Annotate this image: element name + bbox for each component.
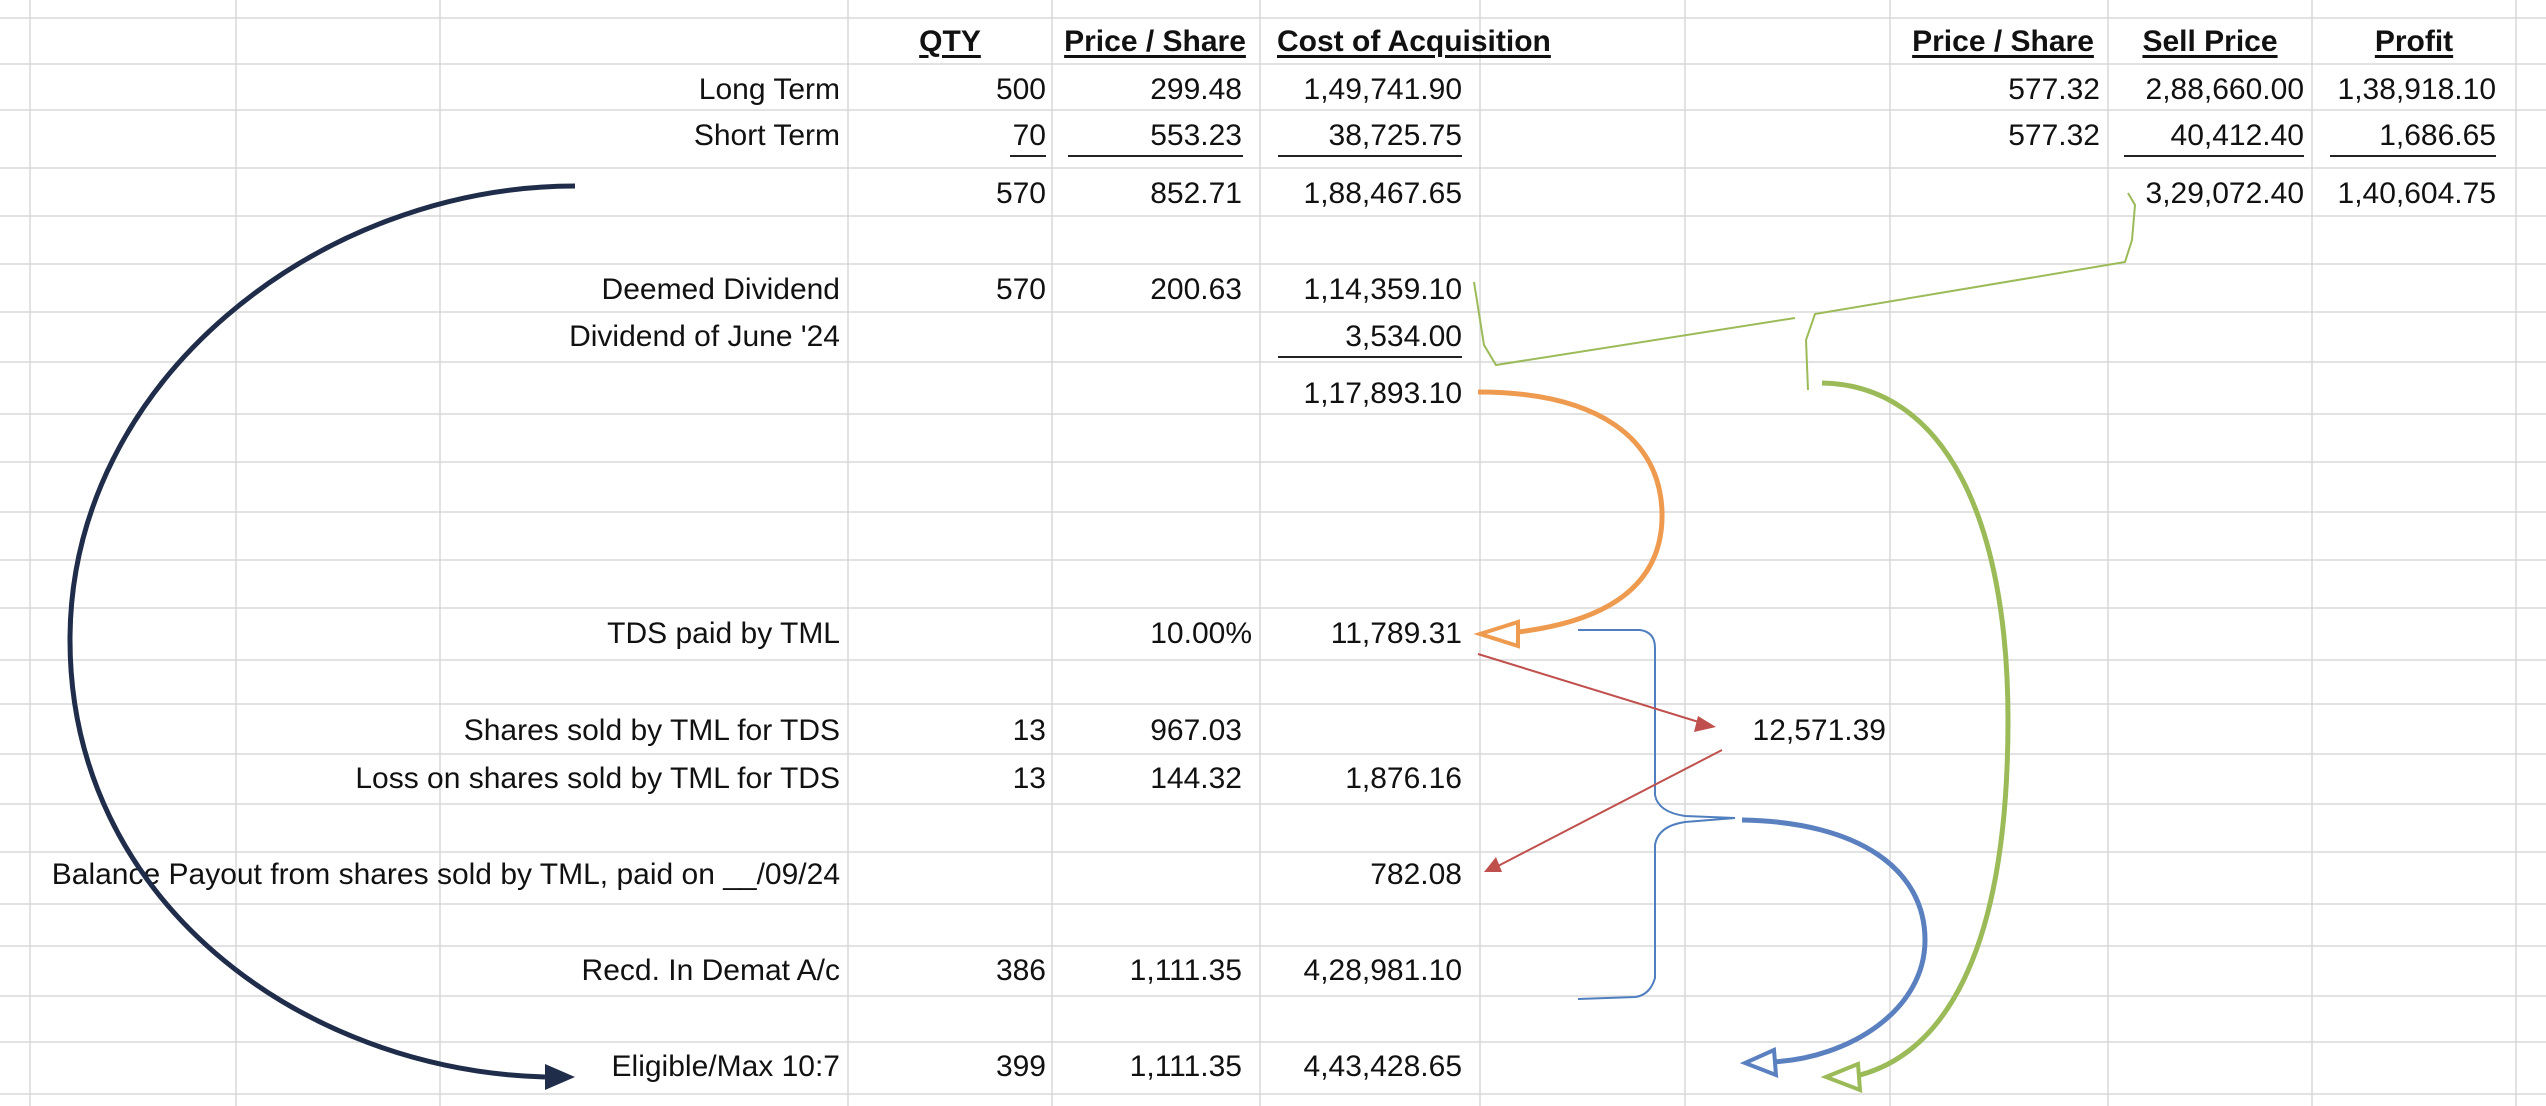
green-bracket-left: [1473, 281, 1796, 367]
deemed-dividend-qty: 570: [995, 273, 1046, 306]
short-term-profit: 1,686.65: [2379, 119, 2496, 152]
label-loss-shares: Loss on shares sold by TML for TDS: [355, 762, 840, 795]
header-sell-price: Sell Price: [2142, 25, 2278, 58]
long-term-price: 299.48: [1150, 73, 1242, 106]
label-tds: TDS paid by TML: [607, 617, 840, 650]
blue-bracket: [1577, 629, 1736, 1000]
underline-profit: [2330, 155, 2496, 157]
orange-arrowhead: [1473, 619, 1520, 649]
blue-arc-arrow: [1741, 817, 1928, 1065]
deemed-dividend-cost: 1,14,359.10: [1303, 273, 1462, 306]
label-dividend-june: Dividend of June '24: [569, 320, 840, 353]
label-shares-sold: Shares sold by TML for TDS: [463, 714, 840, 747]
blue-arrowhead: [1739, 1047, 1779, 1079]
total1-sell: 3,29,072.40: [2145, 177, 2304, 210]
short-term-sell: 40,412.40: [2170, 119, 2304, 152]
green-arc-arrow: [1821, 380, 2011, 1080]
header-cost-acquisition: Cost of Acquisition: [1277, 25, 1551, 58]
label-deemed-dividend: Deemed Dividend: [601, 273, 840, 306]
underline-dividend: [1278, 356, 1462, 358]
label-recd-demat: Recd. In Demat A/c: [581, 954, 840, 987]
short-term-qty: 70: [1012, 119, 1046, 152]
long-term-cost: 1,49,741.90: [1303, 73, 1462, 106]
tds-cost: 11,789.31: [1330, 617, 1462, 650]
recd-demat-price: 1,111.35: [1129, 954, 1242, 987]
green-arrowhead: [1820, 1061, 1863, 1093]
tds-percent: 10.00%: [1150, 617, 1252, 650]
total2-cost: 1,17,893.10: [1303, 377, 1462, 410]
long-term-profit: 1,38,918.10: [2337, 73, 2496, 106]
header-qty: QTY: [919, 25, 981, 58]
header-price-share-2: Price / Share: [1912, 25, 2094, 58]
short-term-price2: 577.32: [2008, 119, 2100, 152]
shares-sold-side-value: 12,571.39: [1752, 714, 1886, 747]
long-term-price2: 577.32: [2008, 73, 2100, 106]
eligible-cost: 4,43,428.65: [1303, 1050, 1462, 1083]
red-arrow-to-side: [1477, 653, 1703, 724]
label-eligible: Eligible/Max 10:7: [611, 1050, 840, 1083]
shares-sold-qty: 13: [1012, 714, 1046, 747]
header-profit: Profit: [2374, 25, 2454, 58]
dividend-june-cost: 3,534.00: [1345, 320, 1462, 353]
label-long-term: Long Term: [698, 73, 840, 106]
recd-demat-cost: 4,28,981.10: [1303, 954, 1462, 987]
header-price-share: Price / Share: [1064, 25, 1246, 58]
total1-price: 852.71: [1150, 177, 1242, 210]
loss-shares-price: 144.32: [1150, 762, 1242, 795]
short-term-cost: 38,725.75: [1328, 119, 1462, 152]
label-balance-payout: Balance Payout from shares sold by TML, …: [51, 858, 840, 891]
long-term-qty: 500: [995, 73, 1046, 106]
short-term-price: 553.23: [1150, 119, 1242, 152]
orange-arc-arrow: [1477, 389, 1665, 637]
underline-cost: [1278, 155, 1462, 157]
shares-sold-price: 967.03: [1150, 714, 1242, 747]
long-term-sell: 2,88,660.00: [2145, 73, 2304, 106]
navy-arc-arrow: [67, 183, 576, 1080]
green-bracket-top: [1804, 192, 2137, 391]
loss-shares-qty: 13: [1012, 762, 1046, 795]
red-arrowhead-1: [1694, 716, 1716, 732]
total1-qty: 570: [995, 177, 1046, 210]
underline-qty: [1010, 155, 1046, 157]
deemed-dividend-price: 200.63: [1150, 273, 1242, 306]
underline-sell: [2124, 155, 2304, 157]
eligible-qty: 399: [995, 1050, 1046, 1083]
underline-price: [1068, 155, 1243, 157]
red-arrow-to-balance: [1497, 749, 1723, 867]
total1-profit: 1,40,604.75: [2337, 177, 2496, 210]
label-short-term: Short Term: [693, 119, 840, 152]
red-arrowhead-2: [1484, 857, 1502, 872]
balance-payout-cost: 782.08: [1370, 858, 1462, 891]
total1-cost: 1,88,467.65: [1303, 177, 1462, 210]
navy-arrowhead: [545, 1064, 575, 1090]
eligible-price: 1,111.35: [1129, 1050, 1242, 1083]
loss-shares-cost: 1,876.16: [1345, 762, 1462, 795]
recd-demat-qty: 386: [995, 954, 1046, 987]
